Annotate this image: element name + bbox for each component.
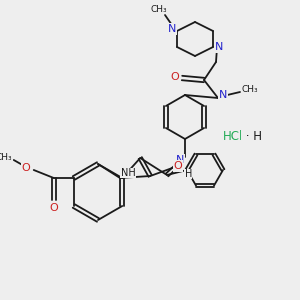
Text: O: O bbox=[171, 72, 179, 82]
Text: N: N bbox=[176, 155, 184, 165]
Text: CH₃: CH₃ bbox=[151, 4, 167, 14]
Text: H: H bbox=[184, 169, 192, 179]
Text: · H: · H bbox=[242, 130, 262, 143]
Text: N: N bbox=[219, 90, 227, 100]
Text: O: O bbox=[174, 161, 183, 171]
Text: CH₃: CH₃ bbox=[0, 154, 12, 163]
Text: N: N bbox=[168, 24, 176, 34]
Text: HCl: HCl bbox=[223, 130, 243, 143]
Text: CH₃: CH₃ bbox=[242, 85, 258, 94]
Text: N: N bbox=[215, 42, 223, 52]
Text: O: O bbox=[21, 163, 30, 173]
Text: O: O bbox=[50, 203, 58, 213]
Text: NH: NH bbox=[121, 168, 135, 178]
